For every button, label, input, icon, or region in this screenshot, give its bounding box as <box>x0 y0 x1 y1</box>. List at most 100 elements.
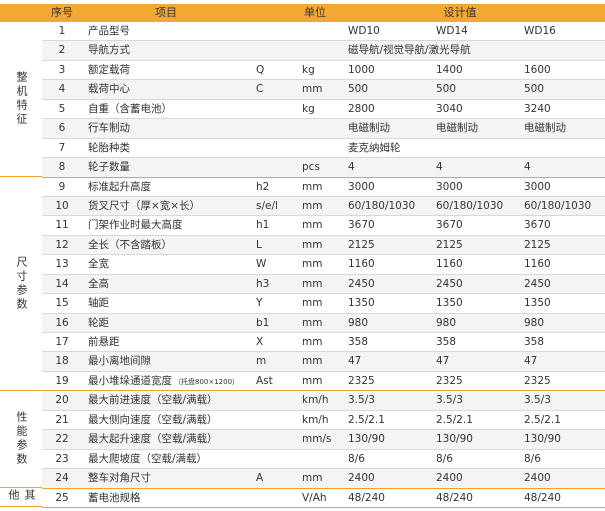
unit: mm <box>302 355 323 368</box>
table-row <box>42 138 605 159</box>
item: 载荷中心 <box>88 83 130 96</box>
table-row <box>42 119 605 139</box>
value: 358 <box>436 336 457 349</box>
header-design: 设计值 <box>443 6 477 19</box>
row-no: 24 <box>55 472 69 485</box>
code: b1 <box>256 316 270 329</box>
value: WD14 <box>436 25 468 37</box>
code: h1 <box>256 219 270 232</box>
group-cell: 性能参数 <box>0 391 42 489</box>
row-no: 20 <box>55 394 69 407</box>
value: 3670 <box>436 219 463 232</box>
item: 全宽 <box>88 258 109 271</box>
row-no: 3 <box>58 63 66 76</box>
row-no: 6 <box>58 122 66 135</box>
table-row <box>42 430 605 450</box>
header-unit: 单位 <box>304 6 326 19</box>
value: 2125 <box>524 238 551 251</box>
value: 2450 <box>348 277 375 290</box>
value: 2800 <box>348 102 375 115</box>
code: h3 <box>256 277 270 290</box>
unit: km/h <box>302 413 329 426</box>
item-note: （托盘800×1200） <box>174 377 240 386</box>
group-cell: 其他 <box>0 489 42 508</box>
row-no: 18 <box>55 355 69 368</box>
item: 门架作业时最大高度 <box>88 219 183 232</box>
item: 轴距 <box>88 297 109 310</box>
value: 47 <box>436 355 450 368</box>
value: 2.5/2.1 <box>524 413 561 426</box>
table-row <box>42 216 605 236</box>
value: 47 <box>348 355 362 368</box>
row-no: 5 <box>58 102 66 115</box>
table-row <box>42 449 605 470</box>
header-item: 项目 <box>155 6 177 19</box>
unit: km/h <box>302 394 329 407</box>
code: m <box>256 355 267 368</box>
table-row <box>42 158 605 178</box>
item: 整车对角尺寸 <box>88 472 151 485</box>
item: 货叉尺寸（厚×宽×长） <box>88 199 201 212</box>
group-label: 性能参数 <box>15 411 28 468</box>
value: 2450 <box>436 277 463 290</box>
value: WD16 <box>524 25 556 37</box>
value: 500 <box>524 83 545 96</box>
value: 4 <box>524 161 531 174</box>
unit: mm <box>302 316 323 329</box>
value: 1350 <box>348 297 375 310</box>
row-no: 16 <box>55 316 69 329</box>
value: 电磁制动 <box>348 122 390 135</box>
value: 47 <box>524 355 538 368</box>
table-row <box>42 41 605 61</box>
value: 3240 <box>524 102 551 115</box>
item: 最大起升速度（空载/满载） <box>88 433 218 446</box>
value: 3.5/3 <box>524 394 551 407</box>
row-no: 4 <box>58 83 66 96</box>
code: W <box>256 258 267 271</box>
table-row <box>42 469 605 489</box>
row-no: 22 <box>55 433 69 446</box>
value: 2400 <box>524 472 551 485</box>
item: 最大前进速度（空载/满载） <box>88 394 218 407</box>
value: 2450 <box>524 277 551 290</box>
value: 3670 <box>348 219 375 232</box>
table-row <box>42 22 605 42</box>
item: 轮胎种类 <box>88 141 130 154</box>
group-label: 其他 <box>7 488 36 503</box>
table-row <box>42 60 605 81</box>
value: 2325 <box>348 374 375 387</box>
row-no: 8 <box>58 161 66 174</box>
group-label: 整机特征 <box>15 71 28 127</box>
item: 前悬距 <box>88 336 120 349</box>
value: WD10 <box>348 25 380 37</box>
code: s/e/l <box>256 199 278 212</box>
item: 最大爬坡度（空载/满载） <box>88 452 208 465</box>
item: 最小堆垛通道宽度 （托盘800×1200） <box>88 374 240 387</box>
item: 标准起升高度 <box>88 180 151 193</box>
value: 60/180/1030 <box>348 199 416 212</box>
row-no: 9 <box>58 180 66 193</box>
value: 980 <box>348 316 369 329</box>
item: 产品型号 <box>88 25 130 37</box>
value: 3670 <box>524 219 551 232</box>
value: 980 <box>436 316 457 329</box>
value: 1000 <box>348 63 375 76</box>
value: 电磁制动 <box>524 122 566 135</box>
table-row <box>42 391 605 411</box>
value: 48/240 <box>524 491 561 504</box>
table-row <box>42 371 605 392</box>
value: 8/6 <box>436 452 453 465</box>
item: 自重（含蓄电池） <box>88 102 172 115</box>
table-row <box>42 410 605 431</box>
value: 48/240 <box>436 491 473 504</box>
item: 全高 <box>88 277 109 290</box>
unit: mm <box>302 238 323 251</box>
value: 1160 <box>436 258 463 271</box>
code: h2 <box>256 180 270 193</box>
value: 3.5/3 <box>436 394 463 407</box>
unit: kg <box>302 63 315 76</box>
value: 2325 <box>436 374 463 387</box>
code: L <box>256 238 262 251</box>
group-cell: 整机特征 <box>0 22 42 178</box>
